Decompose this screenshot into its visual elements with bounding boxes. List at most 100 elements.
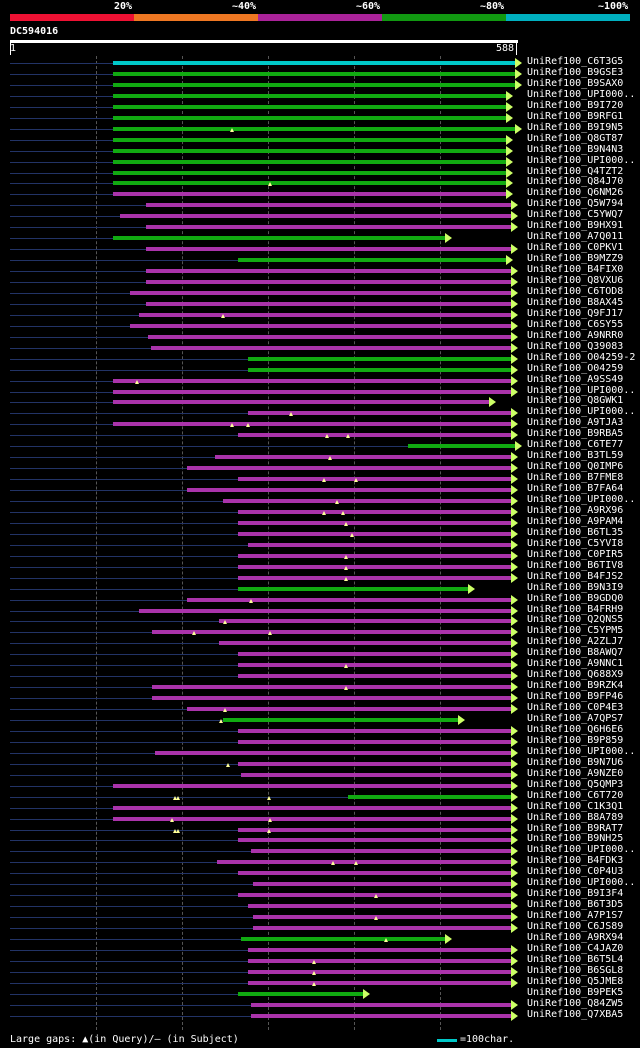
hit-label[interactable]: UniRef100_B6T3D5 [527, 899, 624, 910]
hit-label[interactable]: UniRef100_C5YWQ7 [527, 209, 624, 220]
hit-label[interactable]: UniRef100_Q4TZT2 [527, 166, 624, 177]
hit-bar[interactable] [247, 981, 512, 985]
hit-label[interactable]: UniRef100_C1K3Q1 [527, 801, 624, 812]
hit-label[interactable]: UniRef100_Q7XBA5 [527, 1009, 624, 1020]
hit-label[interactable]: UniRef100_C6T720 [527, 790, 624, 801]
hit-label[interactable]: UniRef100_B9P859 [527, 735, 624, 746]
hit-label[interactable]: UniRef100_Q8VXU6 [527, 275, 624, 286]
hit-bar[interactable] [252, 926, 512, 930]
hit-label[interactable]: UniRef100_B9MZZ9 [527, 253, 624, 264]
hit-label[interactable]: UniRef100_UPI000.. [527, 877, 636, 888]
hit-bar[interactable] [145, 247, 512, 251]
hit-label[interactable]: UniRef100_C5YPM5 [527, 625, 624, 636]
hit-label[interactable]: UniRef100_Q2QNS5 [527, 614, 624, 625]
hit-label[interactable]: UniRef100_UPI000.. [527, 406, 636, 417]
hit-bar[interactable] [238, 838, 512, 842]
hit-bar[interactable] [113, 236, 447, 240]
hit-label[interactable]: UniRef100_Q6NM26 [527, 187, 624, 198]
hit-bar[interactable] [238, 762, 512, 766]
hit-bar[interactable] [240, 773, 512, 777]
hit-label[interactable]: UniRef100_C0P4E3 [527, 702, 624, 713]
hit-bar[interactable] [113, 149, 508, 153]
hit-bar[interactable] [238, 674, 512, 678]
hit-bar[interactable] [113, 127, 516, 131]
hit-bar[interactable] [113, 422, 512, 426]
hit-label[interactable]: UniRef100_B9NH25 [527, 833, 624, 844]
hit-label[interactable]: UniRef100_B9PEK5 [527, 987, 624, 998]
hit-bar[interactable] [113, 192, 508, 196]
hit-label[interactable]: UniRef100_Q5JME8 [527, 976, 624, 987]
hit-bar[interactable] [247, 357, 512, 361]
hit-bar[interactable] [145, 269, 512, 273]
hit-label[interactable]: UniRef100_Q5QMP3 [527, 779, 624, 790]
hit-label[interactable]: UniRef100_C6T3G5 [527, 56, 624, 67]
hit-label[interactable]: UniRef100_B6TL35 [527, 527, 624, 538]
hit-bar[interactable] [187, 466, 512, 470]
hit-bar[interactable] [113, 94, 508, 98]
hit-bar[interactable] [113, 400, 491, 404]
hit-bar[interactable] [240, 937, 447, 941]
hit-label[interactable]: UniRef100_A9RX94 [527, 932, 624, 943]
hit-label[interactable]: UniRef100_B7FME8 [527, 472, 624, 483]
hit-bar[interactable] [113, 181, 508, 185]
hit-label[interactable]: UniRef100_B9GSE3 [527, 67, 624, 78]
hit-bar[interactable] [250, 1003, 512, 1007]
hit-label[interactable]: UniRef100_B3TL59 [527, 450, 624, 461]
hit-label[interactable]: UniRef100_UPI000.. [527, 385, 636, 396]
hit-label[interactable]: UniRef100_B9N7U6 [527, 757, 624, 768]
hit-bar[interactable] [238, 663, 512, 667]
hit-label[interactable]: UniRef100_B9HX91 [527, 220, 624, 231]
hit-bar[interactable] [238, 587, 469, 591]
hit-label[interactable]: UniRef100_B8AWQ7 [527, 647, 624, 658]
hit-label[interactable]: UniRef100_B4FIX0 [527, 264, 624, 275]
hit-bar[interactable] [219, 641, 512, 645]
hit-bar[interactable] [187, 707, 512, 711]
hit-label[interactable]: UniRef100_Q0IMP6 [527, 461, 624, 472]
hit-label[interactable]: UniRef100_B9RZK4 [527, 680, 624, 691]
hit-bar[interactable] [252, 915, 512, 919]
hit-bar[interactable] [238, 828, 512, 832]
hit-label[interactable]: UniRef100_A9NNC1 [527, 658, 624, 669]
hit-bar[interactable] [113, 784, 512, 788]
hit-label[interactable]: UniRef100_A9TJA3 [527, 417, 624, 428]
hit-bar[interactable] [408, 444, 516, 448]
hit-label[interactable]: UniRef100_UPI000.. [527, 746, 636, 757]
hit-label[interactable]: UniRef100_C0PKV1 [527, 242, 624, 253]
hit-label[interactable]: UniRef100_UPI000.. [527, 844, 636, 855]
hit-label[interactable]: UniRef100_Q9FJ17 [527, 308, 624, 319]
hit-label[interactable]: UniRef100_B6SGL8 [527, 965, 624, 976]
hit-bar[interactable] [151, 346, 512, 350]
hit-bar[interactable] [238, 729, 512, 733]
hit-label[interactable]: UniRef100_B4FJS2 [527, 571, 624, 582]
hit-label[interactable]: UniRef100_B9RAT7 [527, 823, 624, 834]
hit-bar[interactable] [113, 61, 516, 65]
hit-label[interactable]: UniRef100_A9PAM4 [527, 516, 624, 527]
hit-bar[interactable] [219, 619, 512, 623]
hit-label[interactable]: UniRef100_Q8GWK1 [527, 395, 624, 406]
hit-bar[interactable] [247, 948, 512, 952]
hit-label[interactable]: UniRef100_B9SAX0 [527, 78, 624, 89]
hit-label[interactable]: UniRef100_B9FP46 [527, 691, 624, 702]
hit-bar[interactable] [151, 685, 512, 689]
hit-label[interactable]: UniRef100_Q5W794 [527, 198, 624, 209]
hit-bar[interactable] [139, 313, 512, 317]
hit-bar[interactable] [238, 258, 508, 262]
hit-label[interactable]: UniRef100_UPI000.. [527, 155, 636, 166]
hit-bar[interactable] [238, 652, 512, 656]
hit-bar[interactable] [247, 959, 512, 963]
hit-bar[interactable] [222, 499, 512, 503]
hit-bar[interactable] [222, 718, 460, 722]
hit-bar[interactable] [113, 379, 512, 383]
hit-label[interactable]: UniRef100_C6TE77 [527, 439, 624, 450]
hit-label[interactable]: UniRef100_B9I720 [527, 100, 624, 111]
hit-bar[interactable] [247, 368, 512, 372]
hit-bar[interactable] [238, 992, 364, 996]
hit-bar[interactable] [130, 324, 512, 328]
hit-label[interactable]: UniRef100_A9NRR0 [527, 330, 624, 341]
hit-label[interactable]: UniRef100_B6T5L4 [527, 954, 624, 965]
hit-bar[interactable] [145, 280, 512, 284]
hit-label[interactable]: UniRef100_B7FA64 [527, 483, 624, 494]
hit-label[interactable]: UniRef100_B9RFG1 [527, 111, 624, 122]
hit-label[interactable]: UniRef100_B8AX45 [527, 297, 624, 308]
hit-bar[interactable] [247, 543, 512, 547]
